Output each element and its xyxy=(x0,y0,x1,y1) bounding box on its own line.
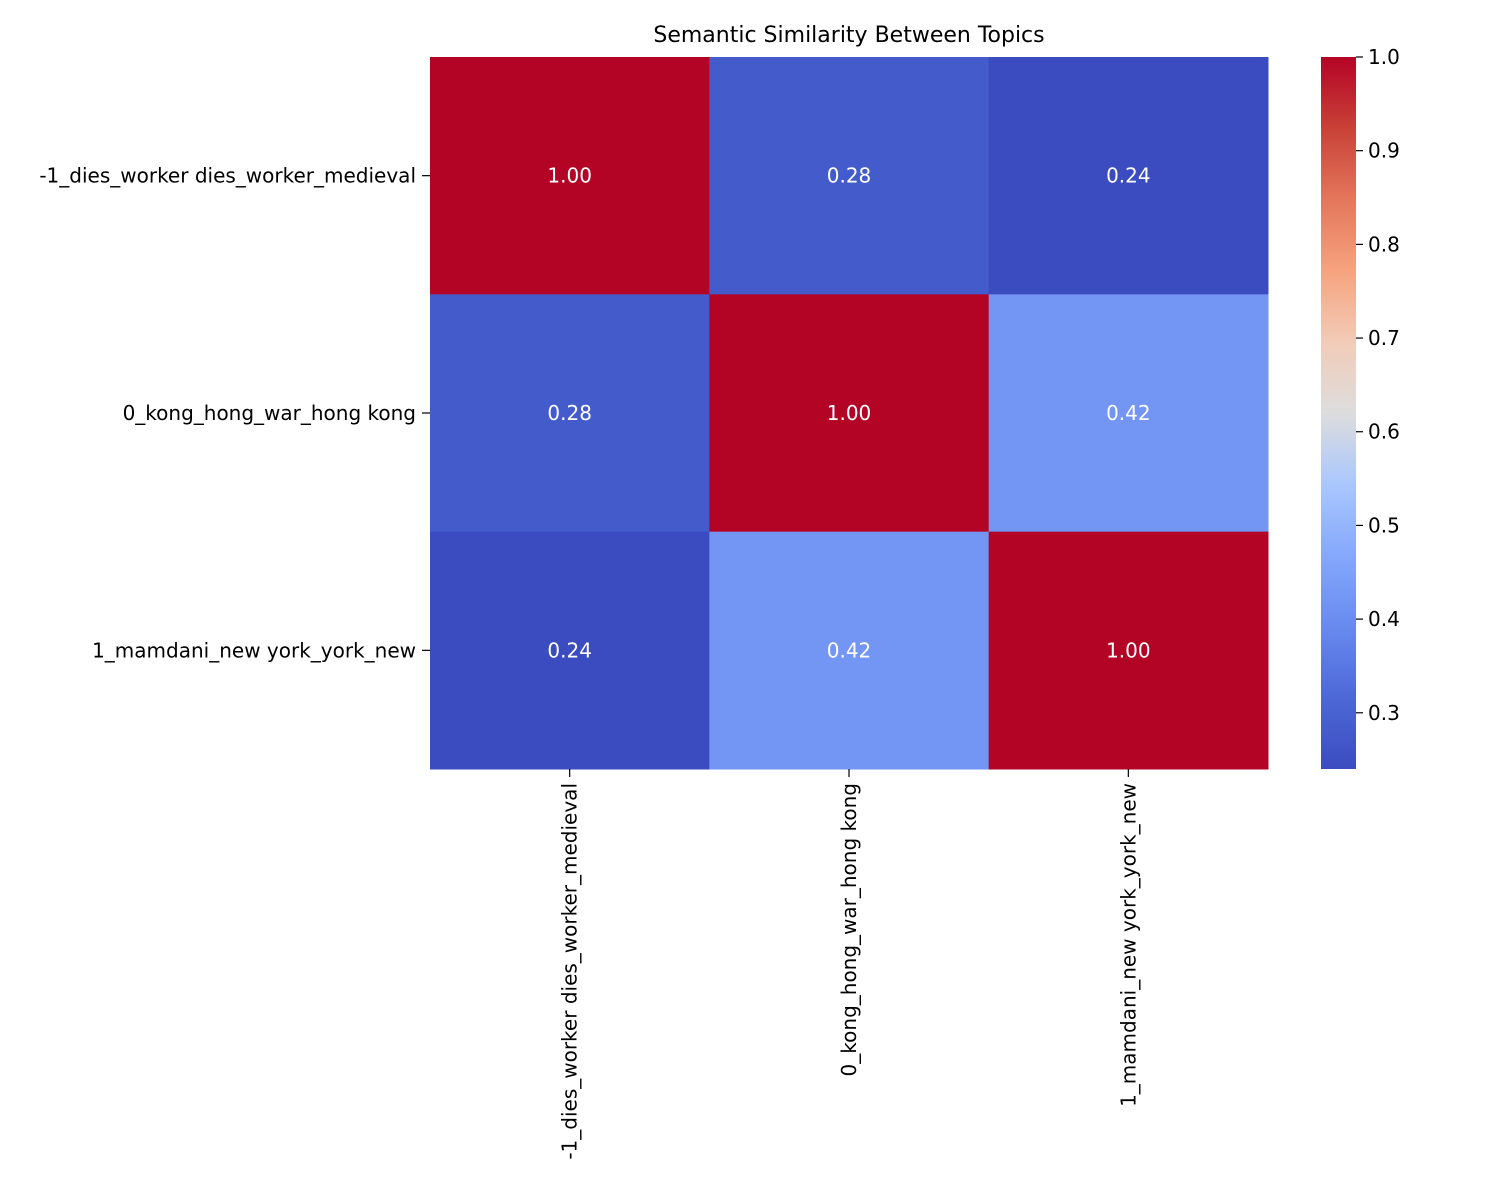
colorbar-tick-label: 0.8 xyxy=(1368,232,1400,256)
heatmap-cell xyxy=(709,294,990,533)
colorbar-tick-label: 0.3 xyxy=(1368,701,1400,725)
cell-annotation: 0.24 xyxy=(547,638,592,662)
heatmap-cell xyxy=(988,57,1269,295)
x-tick-label: 1_mamdani_new york_york_new xyxy=(1116,783,1140,1107)
cell-annotation: 1.00 xyxy=(547,164,592,188)
colorbar-tick-label: 0.7 xyxy=(1368,326,1400,350)
cell-annotation: 0.42 xyxy=(827,638,872,662)
heatmap-cell xyxy=(988,531,1269,770)
y-tick-label: 0_kong_hong_war_hong kong xyxy=(123,401,416,425)
heatmap-cell xyxy=(988,294,1269,533)
heatmap-cell xyxy=(430,294,710,533)
cell-annotation: 1.00 xyxy=(1106,638,1151,662)
colorbar-tick-label: 0.9 xyxy=(1368,139,1400,163)
colorbar-tick-label: 0.5 xyxy=(1368,513,1400,537)
colorbar-tick-label: 0.6 xyxy=(1368,420,1400,444)
x-tick-label: 0_kong_hong_war_hong kong xyxy=(837,783,861,1076)
y-tick-label: 1_mamdani_new york_york_new xyxy=(92,638,416,662)
colorbar-tick-label: 0.4 xyxy=(1368,607,1400,631)
y-tick-label: -1_dies_worker dies_worker_medieval xyxy=(39,164,416,188)
heatmap-cell xyxy=(709,531,990,770)
heatmap-cell xyxy=(709,57,990,295)
heatmap-cell xyxy=(430,57,710,295)
cell-annotation: 0.28 xyxy=(547,401,592,425)
colorbar-tick-label: 1.0 xyxy=(1368,45,1400,69)
cell-annotation: 0.28 xyxy=(827,164,872,188)
cell-annotation: 0.24 xyxy=(1106,164,1151,188)
cell-annotation: 0.42 xyxy=(1106,401,1151,425)
colorbar xyxy=(1321,57,1356,769)
chart-title: Semantic Similarity Between Topics xyxy=(653,23,1044,48)
x-tick-label: -1_dies_worker dies_worker_medieval xyxy=(558,783,582,1160)
heatmap-cell xyxy=(430,531,710,770)
cell-annotation: 1.00 xyxy=(827,401,872,425)
